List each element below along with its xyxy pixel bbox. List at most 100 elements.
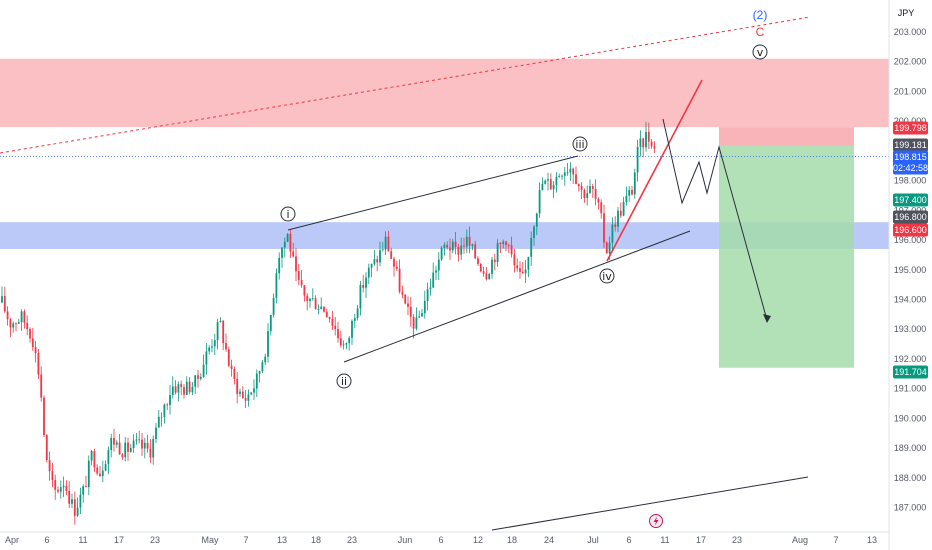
wedge-lower-line[interactable]	[343, 230, 691, 363]
price-badge: 199.181	[893, 138, 928, 152]
x-tick-label: 18	[507, 535, 517, 545]
candle	[373, 249, 376, 266]
candle	[225, 333, 227, 352]
position-target-zone[interactable]	[719, 145, 854, 368]
candle	[129, 444, 132, 453]
svg-text:iv: iv	[602, 270, 612, 283]
candle	[642, 137, 645, 158]
candle	[138, 430, 141, 444]
candle	[216, 318, 219, 350]
x-tick-label: 17	[696, 535, 706, 545]
x-tick-label: Apr	[5, 535, 19, 545]
wave-v-projection-line[interactable]	[606, 79, 703, 262]
x-tick-label: 6	[44, 535, 49, 545]
candle	[463, 237, 465, 254]
candle	[233, 366, 236, 385]
candle	[205, 343, 208, 375]
candle	[583, 188, 586, 203]
candle	[320, 297, 323, 310]
candle	[213, 334, 216, 355]
svg-text:199.798: 199.798	[894, 123, 927, 133]
x-tick-label: Aug	[792, 535, 808, 545]
wave-label-c[interactable]: C	[756, 25, 765, 39]
candle	[51, 462, 54, 488]
candle	[314, 295, 317, 310]
candle	[20, 309, 23, 331]
currency-label: JPY	[898, 8, 915, 18]
wave-label-ii[interactable]: ii	[336, 373, 352, 389]
candle	[188, 377, 191, 395]
candle	[351, 319, 353, 345]
candle	[415, 307, 418, 331]
candle	[549, 173, 552, 190]
candle	[561, 174, 563, 180]
candle	[146, 434, 149, 453]
candle	[143, 437, 146, 459]
candle	[82, 484, 85, 503]
candle	[633, 168, 636, 199]
candle	[185, 376, 188, 396]
candle	[275, 268, 278, 304]
candle	[169, 384, 171, 415]
candle	[17, 319, 20, 325]
candle	[76, 497, 79, 517]
candle	[135, 432, 138, 445]
candle	[454, 231, 457, 255]
candle	[113, 428, 115, 452]
x-tick-label: 11	[78, 535, 87, 545]
candle	[519, 261, 521, 279]
candle	[345, 342, 348, 350]
candle	[59, 480, 62, 499]
y-tick-label: 203.000	[894, 27, 927, 37]
candle	[524, 259, 527, 284]
svg-text:ii: ii	[341, 375, 347, 388]
candle	[521, 261, 524, 274]
candle	[429, 278, 432, 296]
candle	[625, 186, 628, 206]
candle	[390, 247, 393, 260]
candle	[180, 380, 183, 396]
x-tick-label: 24	[544, 535, 554, 545]
candle	[107, 446, 110, 475]
price-axis-panel[interactable]	[889, 0, 932, 550]
candle	[370, 263, 373, 278]
candle	[328, 316, 331, 323]
wave-label-iii[interactable]: iii	[572, 136, 588, 152]
dashed-upper-trendline[interactable]	[0, 16, 811, 154]
lower-channel-line[interactable]	[491, 476, 809, 531]
candle	[57, 486, 59, 494]
candle	[393, 256, 395, 277]
candle	[541, 177, 544, 191]
candle	[580, 182, 583, 199]
candle	[488, 272, 491, 280]
projected-zigzag-path[interactable]	[662, 118, 768, 321]
wave-label-v[interactable]: v	[752, 44, 768, 60]
candle	[471, 243, 474, 251]
candle	[202, 354, 205, 378]
x-axis-ticks[interactable]: Apr 6 11 17 23 May 7 13 18 23 Jun 6 12 18 24 Jul 6 11 17 23…	[5, 535, 877, 545]
candle	[258, 370, 261, 383]
candle	[6, 306, 9, 326]
candle	[594, 179, 597, 206]
wave-label-i[interactable]: i	[280, 206, 296, 222]
candle	[507, 243, 510, 254]
position-stop-zone[interactable]	[719, 127, 854, 146]
lightning-icon[interactable]	[649, 514, 663, 528]
candle	[342, 340, 345, 350]
candle	[23, 309, 26, 329]
candle	[250, 392, 253, 396]
wave-label-iv[interactable]: iv	[599, 268, 615, 284]
candle	[409, 296, 412, 327]
price-badge: 196.600	[893, 223, 928, 237]
x-tick-label: 6	[626, 535, 631, 545]
wedge-upper-line[interactable]	[287, 155, 579, 231]
candle	[591, 183, 594, 199]
wave-label-degree-2[interactable]: (2)	[753, 8, 768, 22]
svg-text:02:42:58: 02:42:58	[893, 163, 928, 173]
zone-red-resistance[interactable]	[0, 58, 889, 128]
candle	[465, 229, 468, 254]
short-position-tool[interactable]	[719, 127, 854, 368]
candle	[421, 308, 423, 317]
candle	[426, 282, 429, 311]
